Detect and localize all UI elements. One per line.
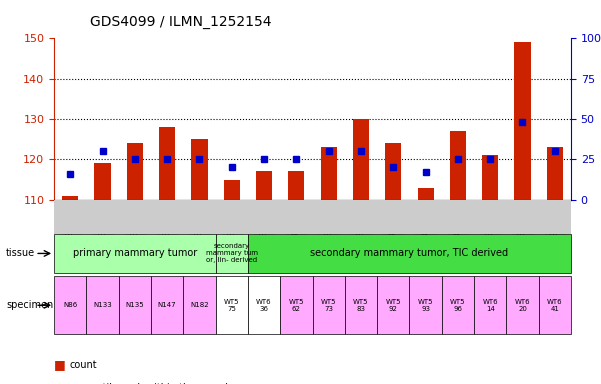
Text: WT5
93: WT5 93 [418, 299, 433, 312]
Bar [320, 147, 337, 200]
Bar [224, 180, 240, 200]
Text: percentile rank within the sample: percentile rank within the sample [69, 383, 234, 384]
Bar [159, 127, 175, 200]
Bar [256, 172, 272, 200]
Text: WT6
41: WT6 41 [547, 299, 563, 312]
Text: WT5
92: WT5 92 [385, 299, 401, 312]
Bar [353, 119, 369, 200]
Text: ■: ■ [54, 381, 66, 384]
Bar [482, 156, 498, 200]
Text: specimen: specimen [6, 300, 53, 310]
Text: tissue: tissue [6, 248, 35, 258]
Text: WT5
62: WT5 62 [288, 299, 304, 312]
Bar [514, 43, 531, 200]
Bar [288, 172, 305, 200]
Text: GDS4099 / ILMN_1252154: GDS4099 / ILMN_1252154 [90, 15, 271, 29]
Text: secondary mammary tumor, TIC derived: secondary mammary tumor, TIC derived [310, 248, 508, 258]
Text: WT6
36: WT6 36 [256, 299, 272, 312]
Bar [127, 143, 143, 200]
Bar [418, 188, 434, 200]
Bar [94, 164, 111, 200]
Bar [191, 139, 207, 200]
Text: N135: N135 [126, 302, 144, 308]
Text: WT6
14: WT6 14 [483, 299, 498, 312]
Text: WT5
96: WT5 96 [450, 299, 466, 312]
Text: primary mammary tumor: primary mammary tumor [73, 248, 197, 258]
Text: count: count [69, 360, 97, 370]
Text: N147: N147 [158, 302, 177, 308]
Text: secondary
mammary tum
or, lin- derived: secondary mammary tum or, lin- derived [206, 243, 258, 263]
Bar [547, 147, 563, 200]
Text: ■: ■ [54, 358, 66, 371]
Text: WT5
75: WT5 75 [224, 299, 240, 312]
Text: WT6
20: WT6 20 [514, 299, 530, 312]
Bar [385, 143, 401, 200]
Text: N182: N182 [190, 302, 209, 308]
Text: WT5
73: WT5 73 [321, 299, 337, 312]
Text: WT5
83: WT5 83 [353, 299, 369, 312]
Bar [62, 196, 78, 200]
Bar [450, 131, 466, 200]
Text: N86: N86 [63, 302, 78, 308]
Text: N133: N133 [93, 302, 112, 308]
